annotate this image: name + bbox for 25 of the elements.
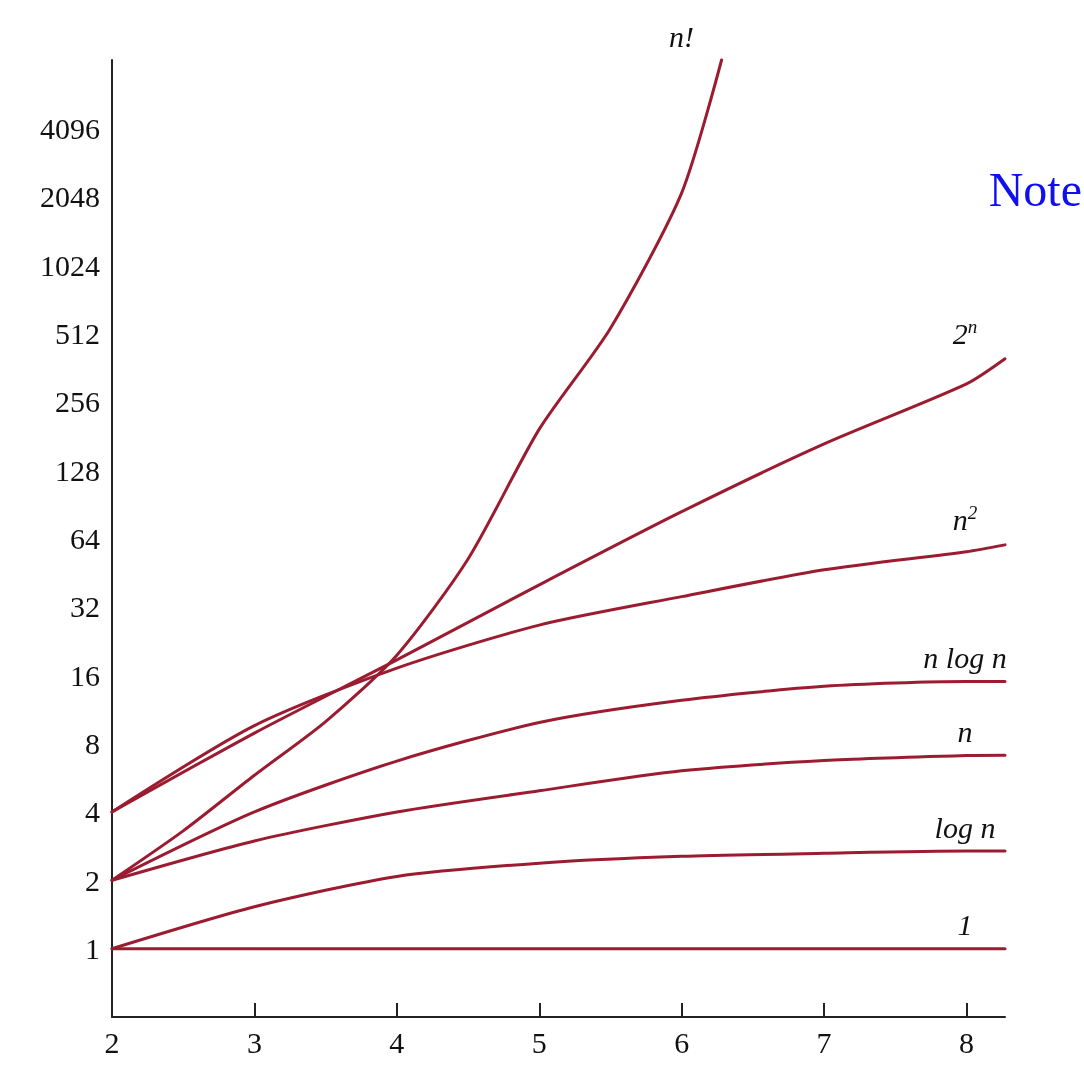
y-tick-label: 128 <box>55 453 100 487</box>
x-tick-label: 3 <box>246 1025 262 1059</box>
y-tick-label: 1 <box>85 932 100 966</box>
y-tick-label: 2 <box>85 863 100 897</box>
x-tick-label: 8 <box>959 1025 975 1059</box>
y-tick-label: 64 <box>70 522 100 555</box>
y-tick-label: 16 <box>70 658 100 692</box>
x-tick-label: 6 <box>674 1025 690 1059</box>
y-tick-label: 32 <box>70 590 100 624</box>
y-tick-label: 1024 <box>40 248 100 282</box>
series-label: n log n <box>923 641 1007 675</box>
x-tick-label: 4 <box>389 1025 405 1059</box>
series-label: log n <box>934 810 996 844</box>
y-tick-label: 512 <box>55 316 100 350</box>
y-tick-label: 256 <box>55 385 100 419</box>
series-label: 1 <box>957 908 973 942</box>
y-tick-label: 8 <box>85 727 100 761</box>
series-label: n! <box>669 19 695 53</box>
y-tick-label: 4 <box>85 795 100 829</box>
y-tick-label: 4096 <box>40 111 100 145</box>
y-tick-label: 2048 <box>40 180 100 214</box>
x-tick-label: 7 <box>816 1025 832 1059</box>
series-label: n <box>957 714 973 748</box>
x-tick-label: 5 <box>531 1025 547 1059</box>
annotation: Note <box>988 162 1083 216</box>
